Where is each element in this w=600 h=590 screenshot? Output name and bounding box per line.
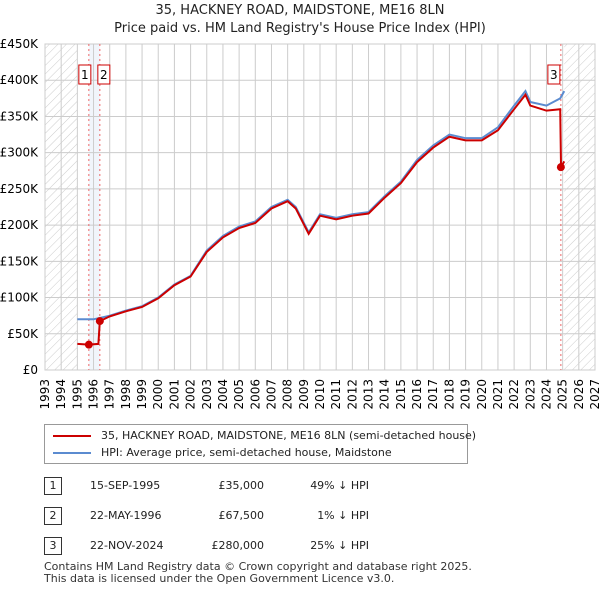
- x-tick-label: 2007: [264, 379, 278, 410]
- row-number: 2: [44, 507, 62, 525]
- x-tick-label: 2003: [200, 379, 214, 410]
- x-tick-label: 2008: [281, 379, 295, 410]
- hatch-after: [564, 44, 595, 370]
- footer-line: This data is licensed under the Open Gov…: [44, 572, 395, 585]
- x-tick-label: 2010: [313, 379, 327, 410]
- legend-hpi: HPI: Average price, semi-detached house,…: [101, 446, 392, 459]
- y-tick-label: £0: [23, 363, 38, 377]
- row-date: 22-NOV-2024: [90, 539, 164, 552]
- x-tick-label: 1999: [135, 379, 149, 410]
- x-tick-label: 1998: [119, 379, 133, 410]
- price-line: [77, 92, 566, 346]
- footer-line: Contains HM Land Registry data © Crown c…: [44, 560, 472, 573]
- row-price: £67,500: [218, 509, 265, 522]
- x-tick-label: 1993: [38, 379, 52, 410]
- x-tick-label: 2015: [394, 379, 408, 410]
- y-tick-label: £300K: [0, 146, 39, 160]
- x-tick-label: 1996: [87, 379, 101, 410]
- chart-title: 35, HACKNEY ROAD, MAIDSTONE, ME16 8LN Pri…: [0, 2, 600, 38]
- x-tick-label: 2012: [345, 379, 359, 410]
- legend-price: 35, HACKNEY ROAD, MAIDSTONE, ME16 8LN (s…: [101, 429, 477, 442]
- hpi-line: [77, 89, 566, 321]
- sale-marker-label: 2: [100, 68, 108, 82]
- legend-swatch-hpi: [53, 451, 91, 454]
- row-hpi: 1% ↓ HPI: [317, 509, 369, 522]
- y-tick-label: £50K: [7, 327, 39, 341]
- table-row: 2 22-MAY-1996 £67,500 1% ↓ HPI: [44, 507, 464, 527]
- sale-marker: [78, 64, 92, 85]
- footer: Contains HM Land Registry data © Crown c…: [44, 561, 472, 585]
- x-tick-label: 2000: [151, 379, 165, 410]
- row-price: £35,000: [218, 479, 265, 492]
- x-tick-label: 2018: [442, 379, 456, 410]
- x-tick-label: 1994: [54, 379, 68, 410]
- row-number: 1: [44, 477, 62, 495]
- row-hpi: 49% ↓ HPI: [310, 479, 369, 492]
- y-tick-label: £400K: [0, 73, 39, 87]
- sale-marker-label: 3: [550, 68, 558, 82]
- x-tick-label: 2017: [426, 379, 440, 410]
- x-tick-label: 2011: [329, 379, 343, 410]
- x-tick-label: 2022: [507, 379, 521, 410]
- x-tick-label: 1995: [70, 379, 84, 410]
- x-tick-label: 2001: [167, 379, 181, 410]
- row-number: 3: [44, 537, 62, 555]
- x-tick-label: 2016: [410, 379, 424, 410]
- row-hpi: 25% ↓ HPI: [310, 539, 369, 552]
- table-row: 1 15-SEP-1995 £35,000 49% ↓ HPI: [44, 477, 464, 497]
- chart: 1993 1994 1995 1996 1997 1998 1999 2000 2001 2002…: [0, 37, 600, 410]
- y-tick-label: £150K: [0, 254, 39, 268]
- x-tick-label: 2005: [232, 379, 246, 410]
- legend: 35, HACKNEY ROAD, MAIDSTONE, ME16 8LN (s…: [44, 424, 476, 464]
- row-date: 22-MAY-1996: [90, 509, 162, 522]
- x-tick-label: 1997: [103, 379, 117, 410]
- sale-point: [84, 340, 93, 349]
- sale-point: [556, 163, 565, 172]
- x-tick-label: 2020: [475, 379, 489, 410]
- table-row: 3 22-NOV-2024 £280,000 25% ↓ HPI: [44, 537, 464, 557]
- x-tick-label: 2004: [216, 379, 230, 410]
- x-tick-label: 2013: [362, 379, 376, 410]
- row-price: £280,000: [211, 539, 265, 552]
- subtitle: Price paid vs. HM Land Registry's House …: [114, 21, 486, 36]
- x-tick-label: 2025: [556, 379, 570, 410]
- sale-point: [95, 317, 104, 326]
- sale-marker: [547, 64, 561, 85]
- y-tick-label: £350K: [0, 109, 39, 123]
- sale-band: [88, 44, 100, 370]
- x-tick-label: 2027: [588, 379, 600, 410]
- y-tick-label: £250K: [0, 182, 39, 196]
- x-tick-label: 2023: [523, 379, 537, 410]
- sale-marker: [97, 64, 111, 85]
- x-tick-label: 2006: [248, 379, 262, 410]
- x-tick-label: 2019: [459, 379, 473, 410]
- x-tick-label: 2002: [184, 379, 198, 410]
- x-tick-label: 2021: [491, 379, 505, 410]
- legend-swatch-price: [53, 434, 91, 437]
- x-tick-label: 2009: [297, 379, 311, 410]
- y-tick-label: £450K: [0, 37, 39, 51]
- sale-marker-label: 1: [81, 68, 89, 82]
- title: 35, HACKNEY ROAD, MAIDSTONE, ME16 8LN: [155, 3, 445, 18]
- x-tick-label: 2024: [539, 379, 553, 410]
- row-date: 15-SEP-1995: [90, 479, 161, 492]
- x-tick-label: 2014: [378, 379, 392, 410]
- plot-frame: [44, 43, 596, 371]
- x-tick-label: 2026: [572, 379, 586, 410]
- y-tick-label: £200K: [0, 218, 39, 232]
- y-tick-label: £100K: [0, 291, 39, 305]
